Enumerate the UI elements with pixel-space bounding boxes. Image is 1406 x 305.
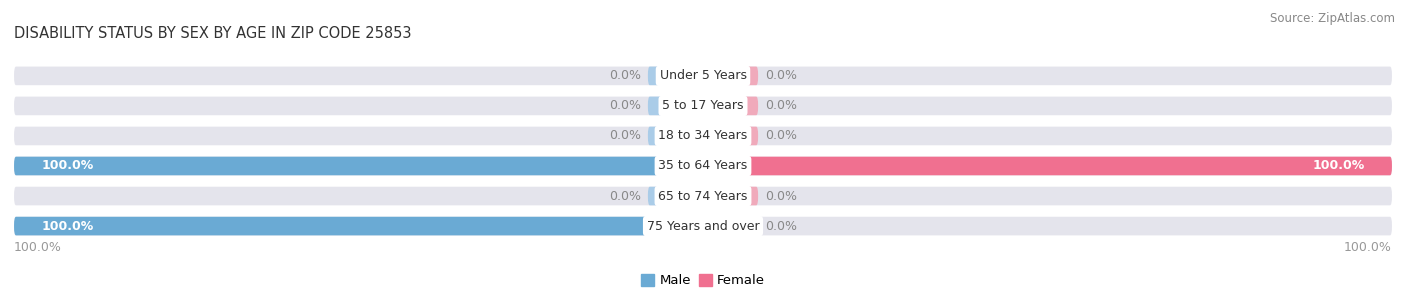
Text: 100.0%: 100.0%: [1312, 160, 1364, 173]
Text: 0.0%: 0.0%: [609, 129, 641, 142]
Text: 65 to 74 Years: 65 to 74 Years: [658, 189, 748, 203]
Text: 0.0%: 0.0%: [765, 220, 797, 233]
FancyBboxPatch shape: [14, 97, 1392, 115]
FancyBboxPatch shape: [703, 217, 758, 235]
Text: 5 to 17 Years: 5 to 17 Years: [662, 99, 744, 113]
FancyBboxPatch shape: [703, 97, 758, 115]
FancyBboxPatch shape: [14, 157, 703, 175]
FancyBboxPatch shape: [703, 187, 758, 205]
FancyBboxPatch shape: [703, 127, 758, 145]
Text: 0.0%: 0.0%: [765, 129, 797, 142]
Text: 35 to 64 Years: 35 to 64 Years: [658, 160, 748, 173]
Text: 0.0%: 0.0%: [609, 99, 641, 113]
Text: 100.0%: 100.0%: [42, 160, 94, 173]
Text: 0.0%: 0.0%: [765, 189, 797, 203]
Text: 0.0%: 0.0%: [609, 69, 641, 82]
FancyBboxPatch shape: [648, 127, 703, 145]
Text: 18 to 34 Years: 18 to 34 Years: [658, 129, 748, 142]
Text: 0.0%: 0.0%: [765, 99, 797, 113]
Text: 100.0%: 100.0%: [1344, 241, 1392, 254]
Legend: Male, Female: Male, Female: [641, 274, 765, 287]
Text: 0.0%: 0.0%: [609, 189, 641, 203]
FancyBboxPatch shape: [648, 66, 703, 85]
FancyBboxPatch shape: [14, 66, 1392, 85]
FancyBboxPatch shape: [14, 217, 1392, 235]
FancyBboxPatch shape: [14, 127, 1392, 145]
FancyBboxPatch shape: [14, 157, 1392, 175]
Text: 75 Years and over: 75 Years and over: [647, 220, 759, 233]
FancyBboxPatch shape: [703, 66, 758, 85]
Text: 100.0%: 100.0%: [14, 241, 62, 254]
FancyBboxPatch shape: [703, 157, 1392, 175]
FancyBboxPatch shape: [14, 217, 703, 235]
Text: Source: ZipAtlas.com: Source: ZipAtlas.com: [1270, 12, 1395, 25]
Text: 0.0%: 0.0%: [765, 69, 797, 82]
Text: DISABILITY STATUS BY SEX BY AGE IN ZIP CODE 25853: DISABILITY STATUS BY SEX BY AGE IN ZIP C…: [14, 26, 412, 41]
FancyBboxPatch shape: [14, 187, 1392, 205]
FancyBboxPatch shape: [648, 97, 703, 115]
Text: 100.0%: 100.0%: [42, 220, 94, 233]
FancyBboxPatch shape: [648, 187, 703, 205]
Text: Under 5 Years: Under 5 Years: [659, 69, 747, 82]
